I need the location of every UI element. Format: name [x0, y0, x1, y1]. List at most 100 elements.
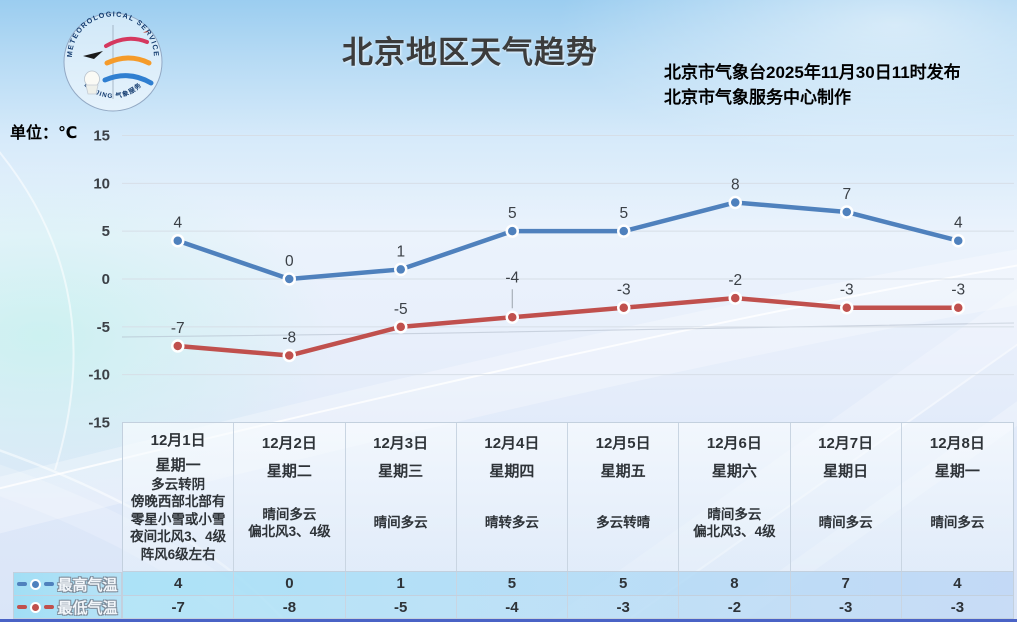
- high-temp-point: [728, 195, 742, 210]
- date-cell: 12月1日星期一多云转阴 傍晚西部北部有 零星小雪或小雪 夜间北风3、4级 阵风…: [123, 423, 235, 571]
- temp-value-cell: 4: [953, 575, 962, 592]
- high-temp-value-label: 4: [173, 215, 182, 232]
- low-temp-value-label: -4: [505, 269, 519, 286]
- date-label: 12月5日: [595, 434, 651, 452]
- weekday-label: 星期日: [823, 462, 869, 480]
- low-temp-value-label: -2: [728, 272, 742, 289]
- temp-value-cell: 1: [346, 572, 457, 595]
- date-label: 12月3日: [373, 434, 429, 452]
- high-temp-point: [951, 233, 965, 248]
- temp-value-cell: -5: [346, 596, 457, 618]
- met-service-logo: METEOROLOGICAL SERVICE BEIJING 气象服务: [60, 9, 166, 114]
- low-temp-point: [840, 300, 854, 315]
- weather-label: 晴间多云 偏北风3、4级: [248, 506, 331, 540]
- temp-value-cell: -2: [679, 596, 791, 618]
- unit-label: 单位：℃: [10, 125, 78, 142]
- temp-value-cell: -4: [457, 596, 568, 618]
- issue-line-1: 北京市气象台2025年11月30日11时发布: [664, 63, 961, 82]
- high-temp-value-label: 5: [508, 205, 517, 222]
- high-temp-value-label: 8: [731, 176, 740, 193]
- temp-value-cell: -3: [791, 596, 902, 618]
- logo-arrow-icon: [83, 51, 103, 59]
- legend-label: 最高气温: [57, 576, 118, 594]
- low-temp-value-label: -3: [617, 282, 631, 299]
- issue-info: 北京市气象台2025年11月30日11时发布 北京市气象服务中心制作: [664, 60, 961, 110]
- legend-line-icon: [44, 582, 55, 586]
- legend-high-temp: 最高气温: [13, 572, 122, 596]
- bottom-bar: [0, 619, 1017, 622]
- date-label: 12月4日: [484, 434, 540, 452]
- date-cell: 12月7日星期日晴间多云: [791, 423, 902, 571]
- logo-red-arc: [104, 36, 149, 48]
- legend-line-icon: [17, 605, 28, 609]
- date-cell: 12月8日星期一晴间多云: [902, 423, 1013, 571]
- temp-value-cell: 5: [568, 572, 680, 595]
- temp-value-cell: -3: [950, 598, 965, 616]
- low-temp-row: -7 -8 -5 -4 -3 -2 -3 -3: [122, 596, 1014, 619]
- high-temp-point: [505, 224, 519, 238]
- weekday-label: 星期二: [266, 462, 312, 480]
- legend-dot-icon: [30, 578, 42, 590]
- date-label: 12月6日: [706, 434, 762, 452]
- high-temp-line: [175, 200, 961, 282]
- low-temp-point: [951, 300, 965, 315]
- weekday-label: 星期一: [155, 456, 201, 474]
- low-temp-value-label: -8: [282, 330, 296, 347]
- issue-line-2: 北京市气象服务中心制作: [664, 88, 851, 107]
- date-label: 12月7日: [818, 434, 874, 452]
- high-temp-value-label: 4: [954, 215, 963, 232]
- weather-label: 多云转阴 傍晚西部北部有 零星小雪或小雪 夜间北风3、4级 阵风6级左右: [130, 476, 227, 562]
- low-temp-point: [728, 291, 742, 305]
- low-temp-value-label: -5: [394, 301, 408, 318]
- weather-label: 晴间多云: [818, 515, 873, 531]
- high-temp-value-label: 1: [396, 243, 405, 260]
- date-label: 12月8日: [929, 434, 985, 452]
- logo-bird-icon: [143, 31, 149, 33]
- y-axis-label: -15: [88, 415, 110, 432]
- temp-value-cell: 8: [679, 572, 791, 595]
- weather-label: 晴间多云: [373, 515, 428, 531]
- weekday-label: 星期三: [378, 462, 424, 480]
- met-service-logo-icon: METEOROLOGICAL SERVICE BEIJING 气象服务: [63, 9, 163, 112]
- temp-value-cell: 7: [791, 572, 902, 595]
- logo-blue-arc: [102, 73, 154, 86]
- legend-label: 最低气温: [57, 599, 118, 617]
- high-temp-point: [394, 262, 408, 277]
- low-temp-line: [175, 295, 961, 358]
- temp-value-cell: 4: [123, 572, 235, 595]
- forecast-table-header: 12月1日星期一多云转阴 傍晚西部北部有 零星小雪或小雪 夜间北风3、4级 阵风…: [122, 422, 1014, 572]
- temp-value-cell: 5: [457, 572, 568, 595]
- weekday-label: 星期六: [711, 462, 757, 480]
- high-temp-point: [840, 205, 854, 219]
- logo-orange-arc: [104, 55, 152, 66]
- legend-dot-icon: [30, 601, 42, 613]
- legend-line-icon: [17, 582, 28, 586]
- temp-value-cell: -8: [234, 596, 346, 618]
- weekday-label: 星期五: [600, 462, 646, 480]
- low-temp-point: [282, 348, 296, 363]
- date-cell: 12月4日星期四晴转多云: [457, 423, 568, 571]
- low-temp-value-label: -3: [951, 282, 965, 299]
- weather-label: 晴间多云: [930, 515, 985, 531]
- high-temp-point: [617, 224, 631, 238]
- y-axis-label: 15: [93, 127, 110, 144]
- high-temp-value-label: 0: [285, 253, 294, 270]
- low-temp-point: [505, 310, 519, 325]
- weekday-label: 星期一: [934, 462, 980, 480]
- low-temp-point: [617, 300, 631, 315]
- low-temp-value-label: -7: [171, 320, 185, 337]
- weekday-label: 星期四: [489, 462, 535, 480]
- page-title: 北京地区天气趋势: [342, 35, 598, 70]
- y-axis-label: -10: [88, 367, 110, 384]
- high-temp-point: [171, 233, 185, 248]
- weather-label: 晴转多云: [484, 515, 539, 531]
- y-axis-label: -5: [97, 319, 110, 336]
- low-temp-point: [394, 320, 408, 334]
- y-axis-label: 0: [102, 271, 110, 288]
- temp-value-cell: -7: [123, 596, 235, 618]
- high-temp-point: [282, 272, 296, 286]
- legend-line-icon: [44, 605, 55, 609]
- date-label: 12月1日: [150, 432, 206, 450]
